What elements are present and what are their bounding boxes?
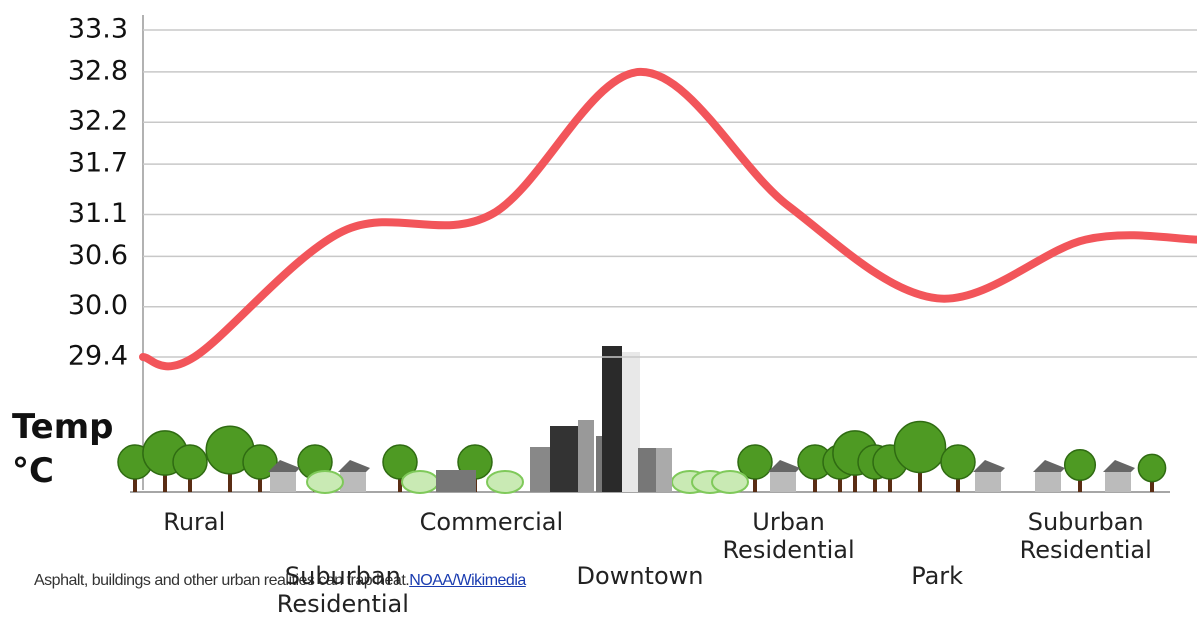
house (270, 470, 296, 492)
y-tick-label: 32.2 (68, 106, 128, 137)
tree-crown (382, 444, 418, 480)
house (1035, 470, 1061, 492)
house-roof (1033, 460, 1065, 472)
tree-trunk (753, 478, 757, 492)
tree-trunk (1078, 479, 1082, 492)
tree-trunk (888, 478, 892, 492)
house-roof (338, 460, 370, 472)
bush (306, 470, 344, 494)
house-roof (268, 460, 300, 472)
tree-trunk (398, 478, 402, 492)
tree-trunk (163, 473, 167, 492)
bush (486, 470, 524, 494)
building (622, 352, 640, 492)
y-tick-label: 30.0 (68, 290, 128, 321)
bush (401, 470, 439, 494)
building (436, 470, 476, 492)
tree-trunk (813, 478, 817, 492)
building (530, 447, 550, 492)
x-tick-label: Suburban Residential (1019, 508, 1152, 564)
tree-crown (172, 444, 208, 480)
tree-trunk (228, 472, 232, 492)
building (578, 420, 594, 492)
building (550, 426, 578, 492)
y-tick-label: 33.3 (68, 14, 128, 45)
tree-crown (242, 444, 278, 480)
tree-trunk (853, 473, 857, 492)
caption-text: Asphalt, buildings and other urban reali… (34, 572, 410, 589)
tree-trunk (188, 478, 192, 492)
y-tick-label: 31.1 (68, 198, 128, 229)
house-roof (1103, 460, 1135, 472)
bush (711, 470, 749, 494)
x-tick-label: Rural (163, 508, 226, 536)
house (770, 470, 796, 492)
tree-trunk (873, 478, 877, 492)
x-tick-label: Park (911, 562, 964, 590)
x-tick-label: Downtown (576, 562, 704, 590)
building (602, 346, 622, 492)
y-tick-label: 31.7 (68, 148, 128, 179)
tree-trunk (258, 478, 262, 492)
tree-trunk (1150, 480, 1154, 492)
tree-trunk (838, 478, 842, 492)
tree-crown (940, 444, 976, 480)
tree-trunk (956, 478, 960, 492)
house-roof (973, 460, 1005, 472)
y-tick-label: 32.8 (68, 55, 128, 86)
tree-crown (893, 420, 947, 474)
house (1105, 470, 1131, 492)
credit-link[interactable]: NOAA/Wikimedia (409, 572, 526, 589)
building (656, 448, 672, 492)
x-tick-label: Commercial (419, 508, 564, 536)
house (975, 470, 1001, 492)
scenery (117, 346, 1167, 494)
tree-trunk (133, 478, 137, 492)
house (340, 470, 366, 492)
house-roof (768, 460, 800, 472)
caption: Asphalt, buildings and other urban reali… (34, 572, 526, 590)
x-tick-label: Urban Residential (722, 508, 855, 564)
y-axis-label: Temp °C (12, 407, 114, 491)
temperature-line (139, 67, 1197, 371)
tree-crown (737, 444, 773, 480)
tree-crown (1137, 453, 1167, 483)
building (638, 448, 656, 492)
y-tick-label: 29.4 (68, 341, 128, 372)
tree-trunk (918, 471, 922, 492)
y-tick-label: 30.6 (68, 240, 128, 271)
tree-crown (1063, 448, 1097, 482)
